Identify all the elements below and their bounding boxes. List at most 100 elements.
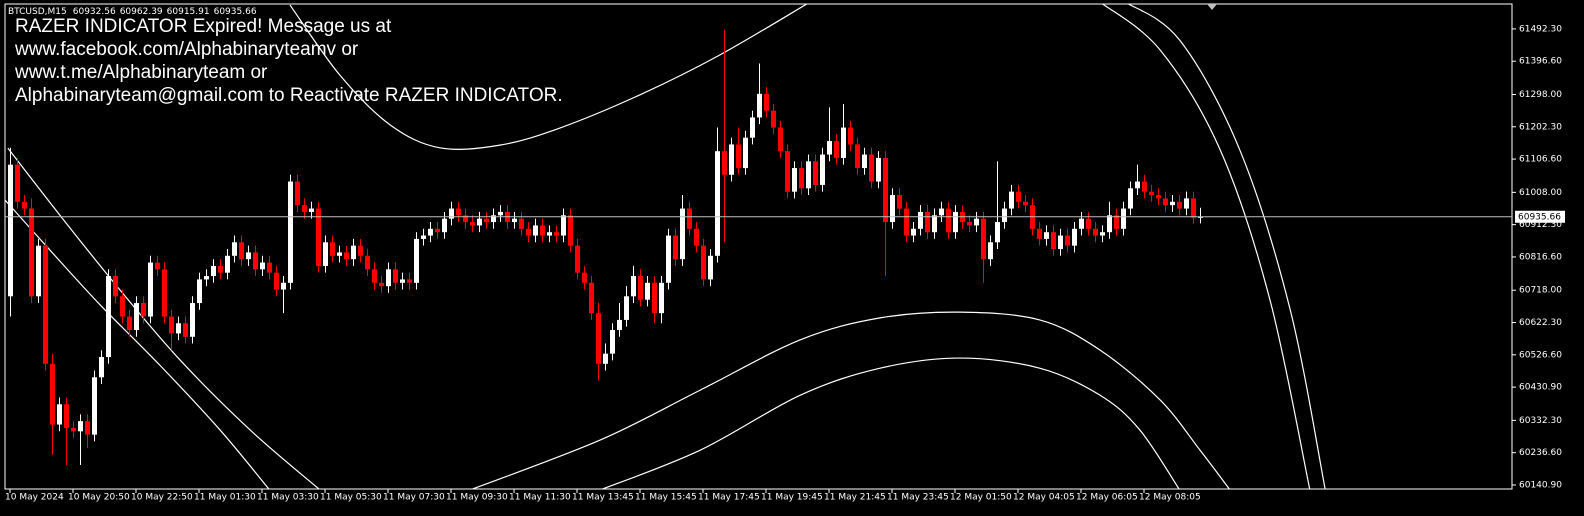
candle-body (351, 245, 356, 260)
candle-body (1121, 208, 1126, 229)
annotation: Alphabinaryteam@gmail.com to Reactivate … (15, 85, 563, 106)
candle-body (379, 282, 384, 287)
y-tick-label: 60718.00 (1519, 286, 1562, 296)
candle-body (386, 269, 391, 287)
x-tick-label: 11 May 01:30 (194, 493, 256, 503)
candle-body (1051, 232, 1056, 250)
candle-body (967, 222, 972, 226)
candle-body (176, 323, 181, 334)
symbol: BTCUSD,M15 (8, 7, 67, 17)
candle-body (792, 168, 797, 192)
candle-body (666, 235, 671, 283)
candle-body (603, 353, 608, 364)
candle-body (834, 141, 839, 158)
x-tick-label: 10 May 2024 (5, 493, 64, 503)
shift-marker (1207, 4, 1217, 10)
candle-body (127, 316, 132, 331)
candle-body (897, 195, 902, 209)
candle-body (953, 211, 958, 233)
candle-body (652, 282, 657, 314)
candle-body (841, 127, 846, 158)
annotation: www.facebook.com/Alphabinaryteamv or (14, 39, 359, 60)
candle-body (15, 164, 20, 202)
candle-body (512, 218, 517, 223)
candle-body (358, 245, 363, 256)
candle-body (750, 117, 755, 138)
header-open: 60932.56 (73, 7, 116, 17)
price-label: 60935.66 (1518, 212, 1561, 222)
candle-body (50, 363, 55, 425)
candle-body (22, 201, 27, 209)
candle-body (239, 242, 244, 260)
candle-body (659, 282, 664, 314)
candle-body (134, 303, 139, 331)
candle-body (1128, 188, 1133, 209)
candle-body (1009, 191, 1014, 209)
candle-body (701, 245, 706, 280)
candle-body (407, 279, 412, 283)
y-tick-label: 60140.90 (1519, 480, 1562, 490)
candle-body (400, 279, 405, 283)
candle-body (813, 161, 818, 185)
candle-body (911, 228, 916, 236)
candle-body (253, 252, 258, 270)
candle-body (883, 157, 888, 223)
candle-body (197, 279, 202, 304)
candle-body (764, 93, 769, 111)
candle-body (890, 195, 895, 223)
candle-body (736, 144, 741, 169)
candle-body (729, 144, 734, 175)
candle-body (1163, 198, 1168, 206)
axes: 61492.30 61396.60 61298.00 61202.30 61106.60… (5, 24, 1565, 503)
y-tick-label: 60430.90 (1519, 383, 1562, 393)
candle-body (1156, 195, 1161, 199)
indicator-line (1127, 4, 1326, 489)
y-tick-label: 60622.30 (1519, 318, 1562, 328)
candle-body (862, 154, 867, 169)
y-tick-label: 60526.60 (1519, 350, 1562, 360)
y-tick-label: 61298.00 (1519, 90, 1562, 100)
x-tick-label: 11 May 21:45 (824, 493, 886, 503)
candle-body (288, 181, 293, 283)
candle-body (533, 225, 538, 236)
candle-body (715, 151, 720, 256)
candle-body (631, 276, 636, 297)
candle-body (330, 242, 335, 256)
candle-body (344, 252, 349, 260)
candle-body (1198, 216, 1203, 218)
candle-body (484, 218, 489, 223)
candle-body (519, 218, 524, 229)
candle-body (589, 282, 594, 314)
candle-body (1044, 232, 1049, 239)
candle-body (190, 303, 195, 337)
candle-body (337, 252, 342, 256)
candle-body (848, 127, 853, 145)
x-tick-label: 12 May 04:05 (1013, 493, 1075, 503)
candle-body (1100, 232, 1105, 236)
x-tick-label: 11 May 03:30 (257, 493, 319, 503)
candle-body (582, 272, 587, 283)
candle-body (561, 215, 566, 236)
candle-body (596, 313, 601, 364)
candle-body (491, 215, 496, 223)
candle-body (827, 141, 832, 155)
indicator-line (470, 311, 1231, 489)
x-tick-label: 11 May 05:30 (320, 493, 382, 503)
candle-body (1065, 235, 1070, 246)
candle-body (463, 215, 468, 223)
candle-body (169, 316, 174, 334)
candle-body (246, 252, 251, 260)
candle-body (155, 262, 160, 270)
candle-body (183, 323, 188, 337)
candle-body (29, 208, 34, 297)
candle-body (162, 269, 167, 317)
candle-body (120, 296, 125, 317)
candle-body (1142, 181, 1147, 192)
candle-body (1016, 191, 1021, 202)
candle-body (771, 110, 776, 128)
candle-body (540, 225, 545, 236)
candle-body (92, 377, 97, 435)
y-tick-label: 60816.60 (1519, 252, 1562, 262)
